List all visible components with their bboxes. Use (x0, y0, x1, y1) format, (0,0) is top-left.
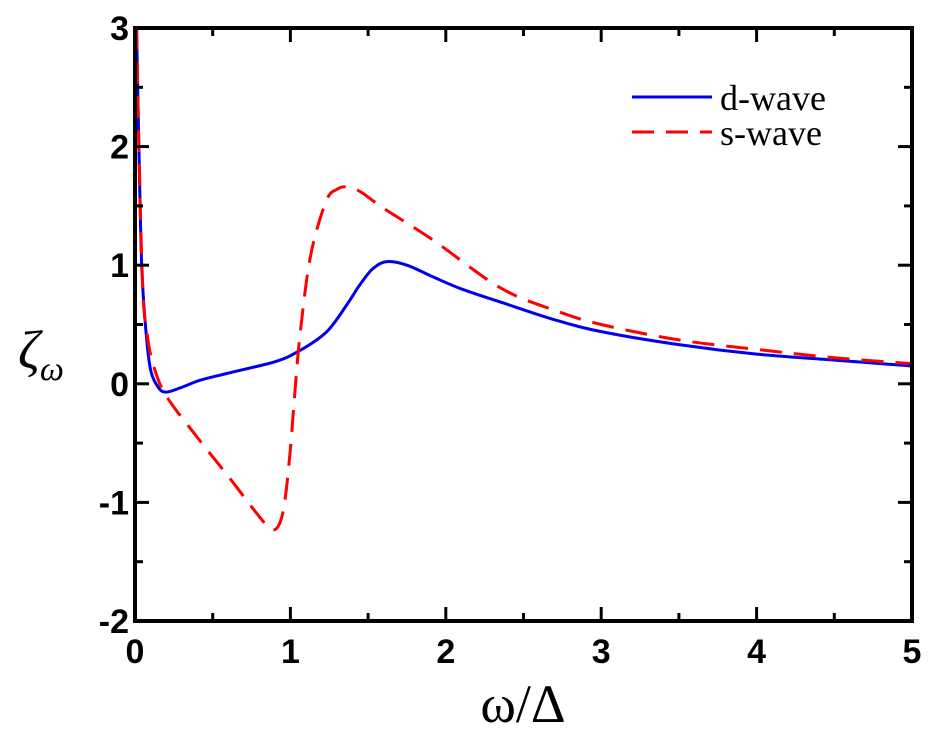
x-tick-labels: 0 1 2 3 4 5 (126, 633, 922, 671)
y-tick-label: -1 (99, 484, 129, 522)
series-line-s-wave (135, 27, 913, 532)
plot-curves (135, 27, 913, 532)
y-tick-labels: -2 -1 0 1 2 3 (99, 10, 129, 641)
x-tick-label: 5 (903, 633, 922, 671)
legend-label-s-wave: s-wave (720, 113, 822, 153)
series-line-d-wave (135, 27, 913, 394)
y-tick-label: -2 (99, 603, 129, 641)
axis-ticks (133, 26, 914, 623)
x-axis-title: ω/Δ (480, 674, 565, 732)
y-tick-label: 1 (110, 247, 129, 285)
x-tick-label: 0 (126, 633, 145, 671)
x-tick-label: 3 (592, 633, 611, 671)
y-tick-label: 3 (110, 10, 129, 48)
x-tick-label: 4 (747, 633, 766, 671)
legend-label-d-wave: d-wave (720, 78, 826, 118)
x-tick-label: 1 (281, 633, 300, 671)
legend: d-wave s-wave (632, 78, 826, 153)
y-axis-title: ζω (18, 320, 64, 388)
y-tick-label: 2 (110, 129, 129, 167)
x-tick-label: 2 (436, 633, 455, 671)
y-tick-label: 0 (110, 366, 129, 404)
